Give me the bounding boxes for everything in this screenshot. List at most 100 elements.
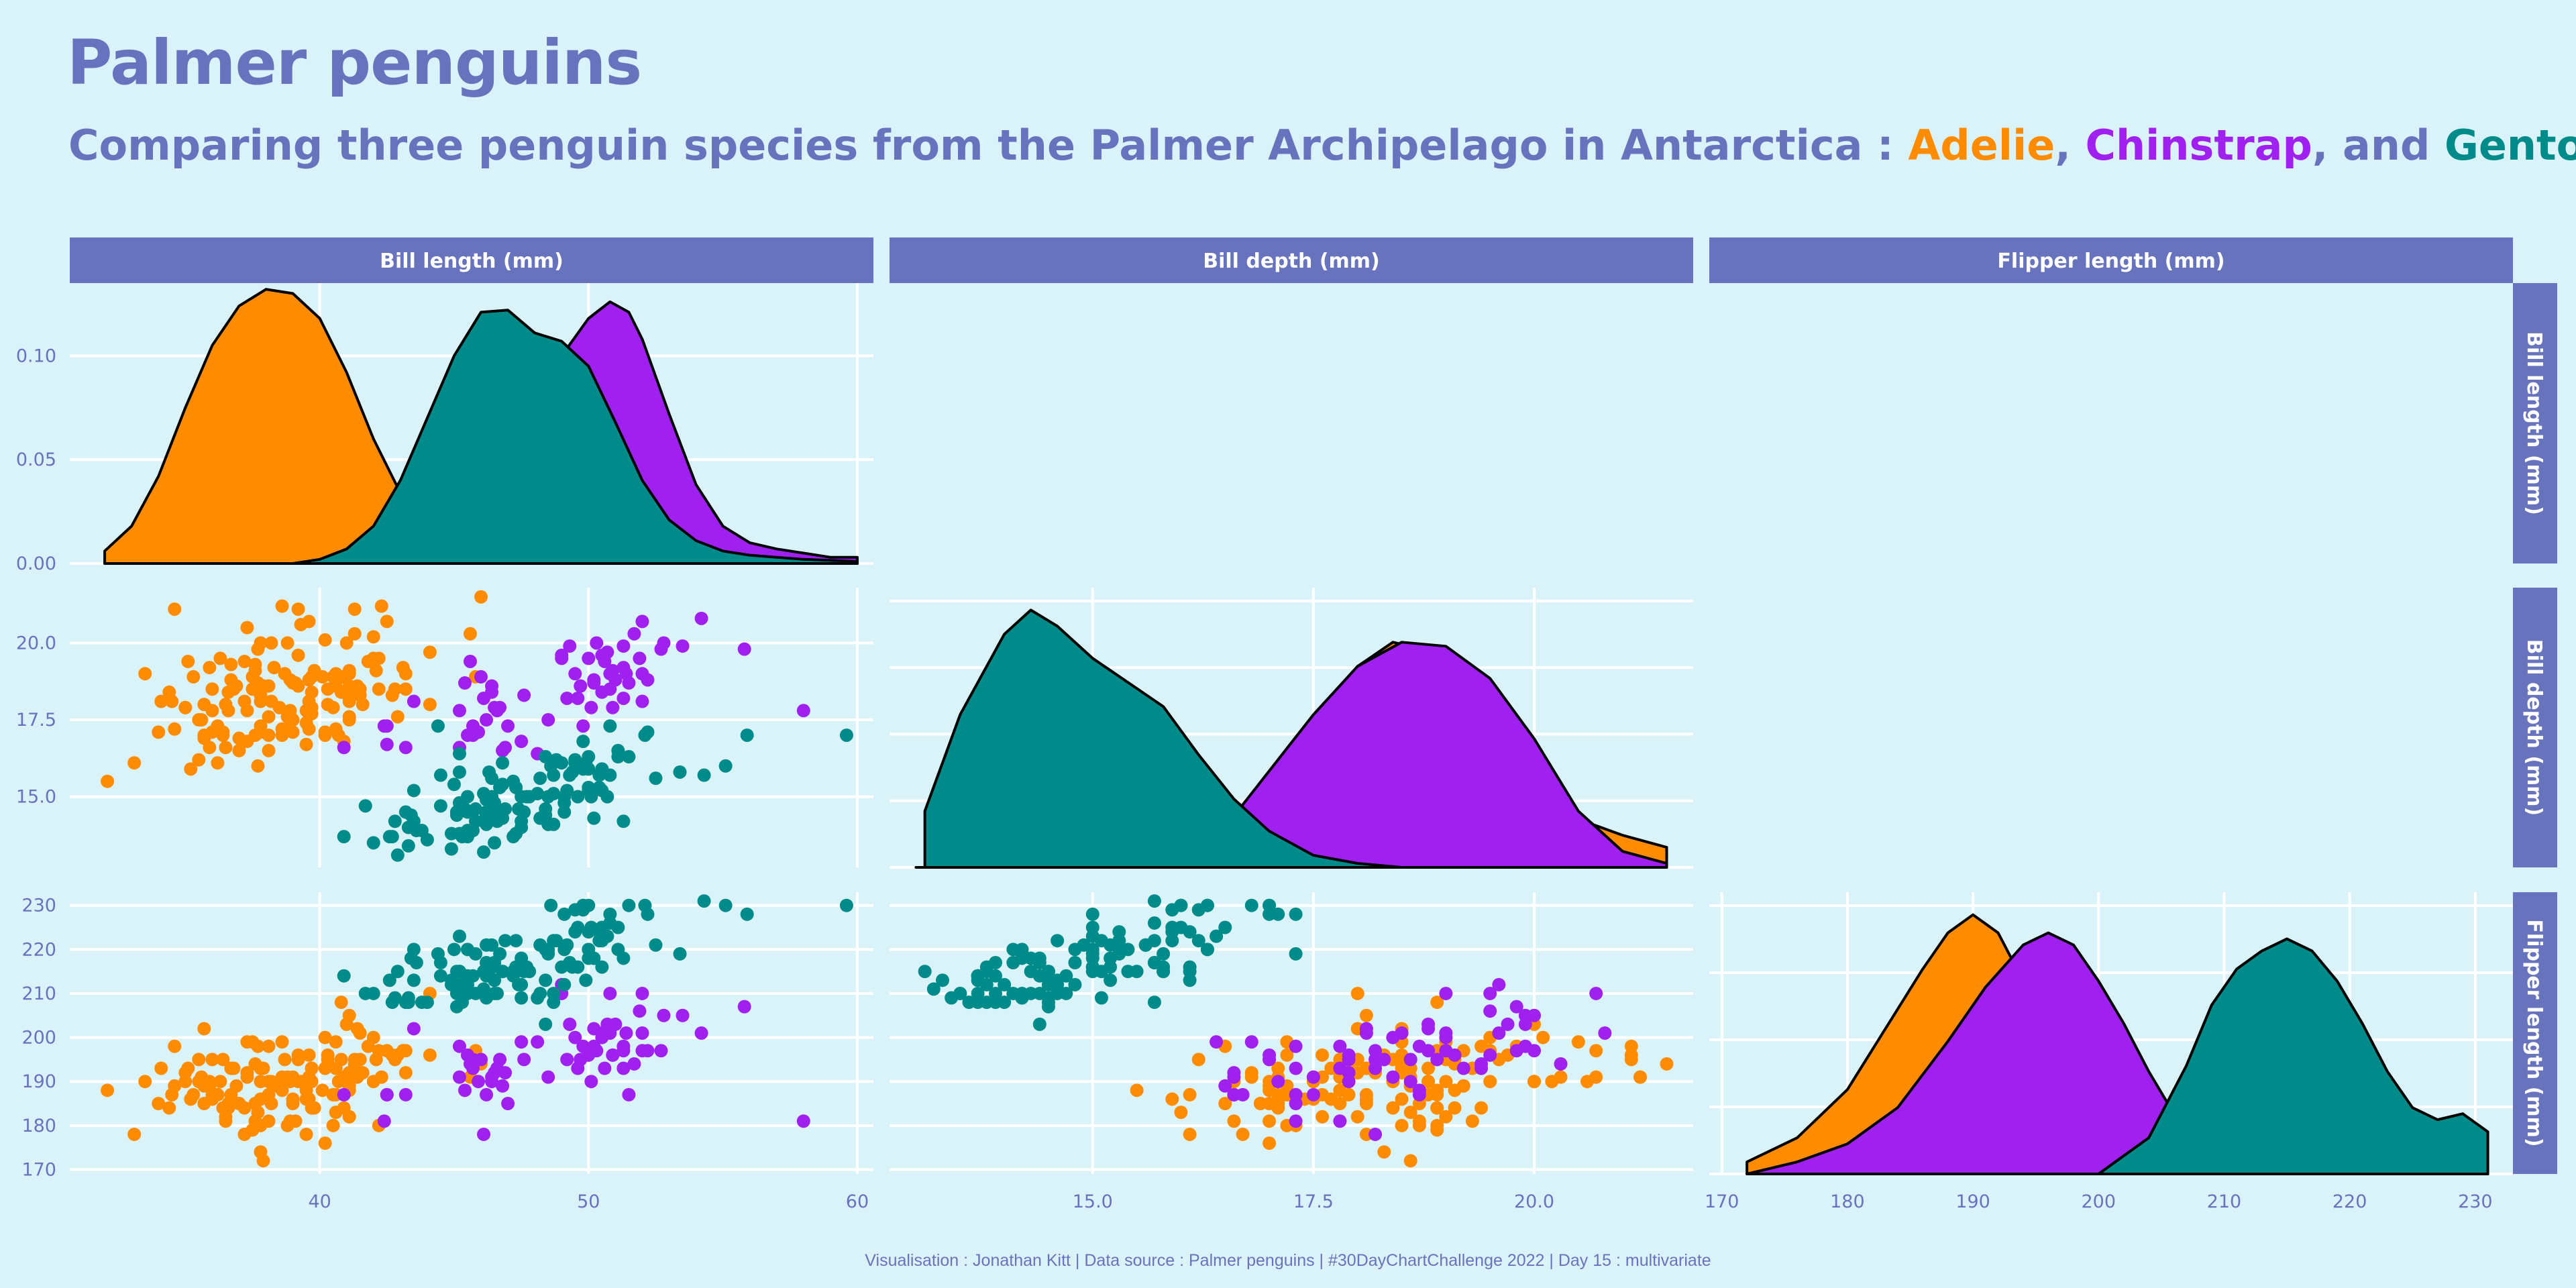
- point-adelie: [353, 1053, 367, 1067]
- point-gentoo: [622, 898, 636, 912]
- point-adelie: [372, 651, 386, 665]
- y-tick-label: 0.10: [16, 345, 56, 366]
- point-gentoo: [1015, 991, 1029, 1005]
- point-gentoo: [1041, 977, 1055, 991]
- point-adelie: [219, 1114, 233, 1128]
- point-adelie: [1271, 1087, 1285, 1102]
- point-adelie: [216, 1053, 230, 1067]
- point-chinstrap: [472, 1075, 486, 1089]
- point-adelie: [138, 667, 152, 681]
- point-gentoo: [506, 774, 521, 788]
- point-adelie: [168, 722, 182, 736]
- point-chinstrap: [606, 700, 620, 714]
- point-gentoo: [382, 973, 396, 987]
- point-chinstrap: [633, 651, 647, 665]
- point-chinstrap: [380, 719, 394, 733]
- point-adelie: [398, 682, 413, 696]
- point-adelie: [280, 710, 294, 724]
- point-gentoo: [1051, 934, 1065, 948]
- point-adelie: [1430, 1123, 1444, 1137]
- point-gentoo: [571, 790, 585, 804]
- point-chinstrap: [1227, 1070, 1241, 1084]
- point-gentoo: [433, 969, 447, 983]
- point-adelie: [262, 710, 276, 724]
- point-adelie: [1536, 1030, 1550, 1044]
- point-adelie: [356, 1066, 370, 1080]
- point-chinstrap: [407, 694, 421, 708]
- point-chinstrap: [1483, 986, 1497, 1000]
- point-adelie: [227, 1061, 241, 1075]
- point-adelie: [211, 756, 225, 770]
- point-chinstrap: [590, 636, 604, 650]
- point-chinstrap: [563, 639, 577, 653]
- point-gentoo: [566, 960, 580, 974]
- point-adelie: [152, 1097, 166, 1110]
- point-chinstrap: [1342, 1048, 1356, 1062]
- y-tick-label: 0.00: [16, 553, 56, 574]
- point-gentoo: [1183, 973, 1197, 987]
- point-gentoo: [971, 986, 985, 1000]
- point-gentoo: [579, 756, 593, 770]
- y-tick-label: 170: [21, 1159, 56, 1180]
- point-adelie: [318, 1061, 332, 1075]
- point-gentoo: [979, 996, 994, 1010]
- point-adelie: [251, 642, 265, 656]
- point-gentoo: [718, 898, 733, 912]
- point-gentoo: [407, 973, 421, 987]
- point-adelie: [1236, 1127, 1250, 1141]
- point-adelie: [101, 774, 115, 788]
- point-gentoo: [839, 728, 853, 742]
- y-tick-label: 230: [21, 896, 56, 916]
- point-gentoo: [404, 951, 418, 965]
- point-gentoo: [1200, 943, 1214, 957]
- point-gentoo: [584, 790, 598, 804]
- chart-title: Palmer penguins: [67, 27, 642, 99]
- point-gentoo: [592, 934, 606, 948]
- point-chinstrap: [600, 1017, 614, 1031]
- point-gentoo: [979, 960, 994, 974]
- point-gentoo: [576, 903, 590, 917]
- subtitle-separator: , and: [2312, 121, 2445, 170]
- point-gentoo: [1121, 943, 1135, 957]
- point-chinstrap: [485, 1070, 499, 1084]
- point-gentoo: [918, 965, 932, 979]
- point-adelie: [380, 614, 394, 629]
- point-adelie: [224, 657, 238, 672]
- point-adelie: [321, 682, 335, 696]
- point-chinstrap: [616, 1039, 631, 1053]
- point-chinstrap: [1306, 1087, 1320, 1102]
- point-gentoo: [533, 771, 547, 786]
- point-adelie: [272, 700, 286, 714]
- point-chinstrap: [1456, 1061, 1470, 1075]
- point-chinstrap: [584, 1075, 598, 1089]
- point-gentoo: [557, 790, 572, 804]
- point-gentoo: [953, 986, 967, 1000]
- point-gentoo: [1085, 929, 1099, 943]
- point-adelie: [353, 1026, 367, 1040]
- point-gentoo: [447, 777, 461, 792]
- point-gentoo: [431, 719, 445, 733]
- y-tick-label: 17.5: [16, 710, 56, 731]
- point-chinstrap: [1439, 1026, 1453, 1040]
- point-gentoo: [1085, 907, 1099, 921]
- point-adelie: [1439, 1110, 1453, 1124]
- point-adelie: [474, 590, 488, 604]
- point-adelie: [221, 1101, 235, 1115]
- point-gentoo: [1068, 956, 1082, 969]
- point-adelie: [101, 1083, 115, 1097]
- panel-bill_length-vs-bill_length: [70, 283, 873, 565]
- point-gentoo: [1059, 969, 1073, 983]
- point-adelie: [165, 694, 179, 708]
- point-adelie: [237, 654, 252, 668]
- y-tick-label: 180: [21, 1116, 56, 1136]
- point-gentoo: [512, 802, 526, 816]
- point-chinstrap: [676, 639, 690, 653]
- point-adelie: [1395, 1118, 1409, 1132]
- point-chinstrap: [398, 741, 413, 755]
- point-chinstrap: [458, 676, 472, 690]
- point-gentoo: [1104, 973, 1118, 987]
- point-adelie: [385, 1048, 399, 1062]
- point-gentoo: [515, 977, 529, 991]
- point-chinstrap: [377, 1114, 391, 1128]
- point-adelie: [1386, 1101, 1400, 1115]
